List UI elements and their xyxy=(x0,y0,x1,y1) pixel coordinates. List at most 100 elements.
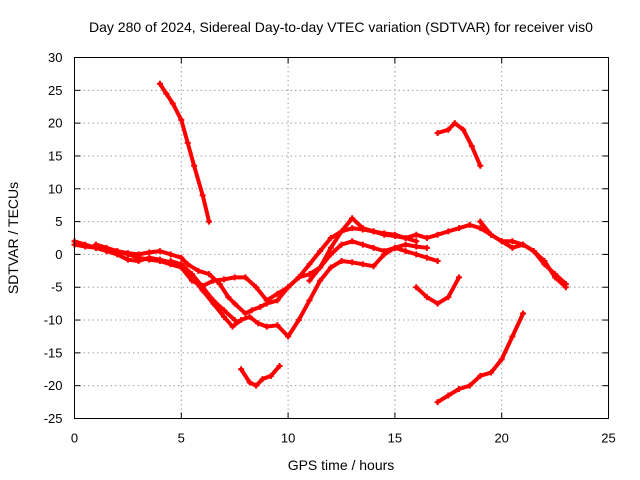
y-tick-label: 0 xyxy=(55,247,62,262)
data-point xyxy=(498,238,505,245)
data-point xyxy=(191,162,198,169)
data-point xyxy=(445,294,452,301)
x-tick-label: 5 xyxy=(178,431,185,446)
y-tick-label: -5 xyxy=(51,280,63,295)
data-point xyxy=(451,120,458,127)
data-point xyxy=(135,254,142,261)
data-point xyxy=(246,313,253,320)
data-point xyxy=(434,231,441,238)
data-point xyxy=(434,399,441,406)
data-point xyxy=(317,264,324,271)
series-line-sat-g xyxy=(414,275,461,306)
data-point xyxy=(509,244,516,251)
x-tick-labels: 0 5 10 15 20 25 xyxy=(71,431,616,446)
data-point xyxy=(413,251,420,258)
data-point xyxy=(114,248,121,255)
data-point xyxy=(178,116,185,123)
data-point xyxy=(477,372,484,379)
data-point xyxy=(477,225,484,232)
data-point xyxy=(295,274,302,281)
series-line-sat-i xyxy=(239,364,282,388)
data-point xyxy=(413,243,420,250)
data-point xyxy=(562,284,569,291)
data-point xyxy=(199,284,206,291)
data-point xyxy=(520,310,527,317)
y-tick-label: 20 xyxy=(48,116,62,131)
series-line-sat-h xyxy=(435,311,526,405)
data-point xyxy=(445,392,452,399)
data-point xyxy=(468,143,475,150)
data-point xyxy=(402,235,409,241)
data-point xyxy=(206,218,213,225)
data-point xyxy=(195,267,202,274)
series-line-sat-d xyxy=(157,81,212,224)
y-tick-label: -10 xyxy=(44,313,63,328)
data-point xyxy=(274,322,281,329)
data-point xyxy=(423,235,430,241)
data-point xyxy=(82,241,89,248)
data-point xyxy=(188,271,195,278)
y-tick-label: -15 xyxy=(44,345,63,360)
data-point xyxy=(229,323,236,330)
data-point xyxy=(169,100,176,107)
data-point xyxy=(466,382,473,389)
data-point xyxy=(552,274,559,281)
data-point xyxy=(466,221,473,228)
data-point xyxy=(445,126,452,133)
data-point xyxy=(146,256,153,263)
x-tick-label: 15 xyxy=(388,431,402,446)
data-point xyxy=(327,244,334,251)
data-point xyxy=(216,280,223,287)
x-tick-label: 20 xyxy=(494,431,508,446)
data-point xyxy=(242,274,249,281)
chart-title: Day 280 of 2024, Sidereal Day-to-day VTE… xyxy=(89,19,593,35)
data-point xyxy=(263,297,270,304)
data-point xyxy=(306,261,313,268)
data-point xyxy=(156,248,163,255)
data-point xyxy=(359,241,366,248)
x-tick-label: 10 xyxy=(281,431,295,446)
y-tick-label: 5 xyxy=(55,214,62,229)
data-point xyxy=(381,231,388,238)
data-point xyxy=(199,192,206,199)
x-tick-label: 25 xyxy=(601,431,615,446)
data-point xyxy=(263,323,270,330)
data-point xyxy=(477,218,484,225)
data-point xyxy=(225,294,232,301)
data-point xyxy=(184,261,191,268)
ticks xyxy=(74,57,609,419)
y-tick-label: -20 xyxy=(44,378,63,393)
data-point xyxy=(238,317,245,324)
data-point xyxy=(268,372,275,379)
data-point xyxy=(455,385,462,392)
data-point xyxy=(103,244,110,251)
data-point xyxy=(231,300,238,307)
data-point xyxy=(509,333,516,340)
plot-frame xyxy=(74,57,609,419)
data-point xyxy=(327,264,334,271)
data-point xyxy=(498,356,505,363)
data-point xyxy=(285,284,292,291)
data-point xyxy=(317,248,324,255)
data-point xyxy=(541,257,548,264)
data-point xyxy=(349,259,356,266)
data-point xyxy=(423,254,430,261)
y-tick-label: 10 xyxy=(48,181,62,196)
data-point xyxy=(238,366,245,373)
data-point xyxy=(210,297,217,304)
data-point xyxy=(460,126,467,133)
data-point xyxy=(413,284,420,291)
data-point xyxy=(178,261,185,268)
data-point xyxy=(124,256,131,263)
y-tick-label: 25 xyxy=(48,83,62,98)
data-point xyxy=(167,251,174,258)
data-point xyxy=(246,379,253,386)
data-series xyxy=(71,80,569,406)
data-point xyxy=(306,271,313,278)
grid xyxy=(74,57,609,419)
data-point xyxy=(402,241,409,248)
data-point xyxy=(327,235,334,241)
data-point xyxy=(413,238,420,245)
data-point xyxy=(520,241,527,248)
